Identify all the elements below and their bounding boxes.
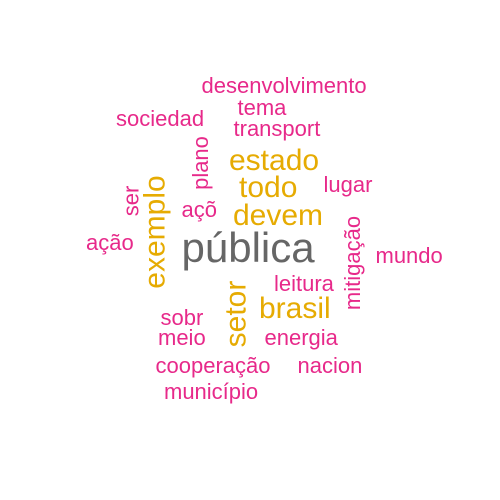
- word-mitigacao: mitigação: [340, 215, 366, 311]
- word-desenvolvimento: desenvolvimento: [201, 73, 367, 98]
- word-setor: setor: [218, 280, 252, 348]
- word-estado: estado: [229, 144, 320, 177]
- word-energia: energia: [264, 325, 338, 350]
- word-aco: açõ: [181, 197, 217, 222]
- word-cooperacao: cooperação: [155, 353, 271, 378]
- word-publica: pública: [181, 224, 315, 271]
- word-meio: meio: [158, 325, 206, 350]
- word-transport: transport: [233, 116, 321, 141]
- word-sobr: sobr: [160, 305, 204, 330]
- word-tema: tema: [237, 95, 287, 120]
- word-brasil: brasil: [259, 292, 331, 325]
- word-todo: todo: [239, 171, 298, 204]
- word-exemplo: exemplo: [138, 175, 172, 289]
- word-devem: devem: [233, 199, 324, 232]
- word-municipio: município: [164, 379, 259, 404]
- word-nacion: nacion: [297, 353, 363, 378]
- word-plano: plano: [187, 136, 213, 190]
- word-sociedad: sociedad: [116, 106, 205, 131]
- word-acao: ação: [86, 230, 134, 255]
- word-mundo: mundo: [375, 243, 443, 268]
- word-leitura: leitura: [274, 271, 334, 296]
- word-lugar: lugar: [323, 172, 373, 197]
